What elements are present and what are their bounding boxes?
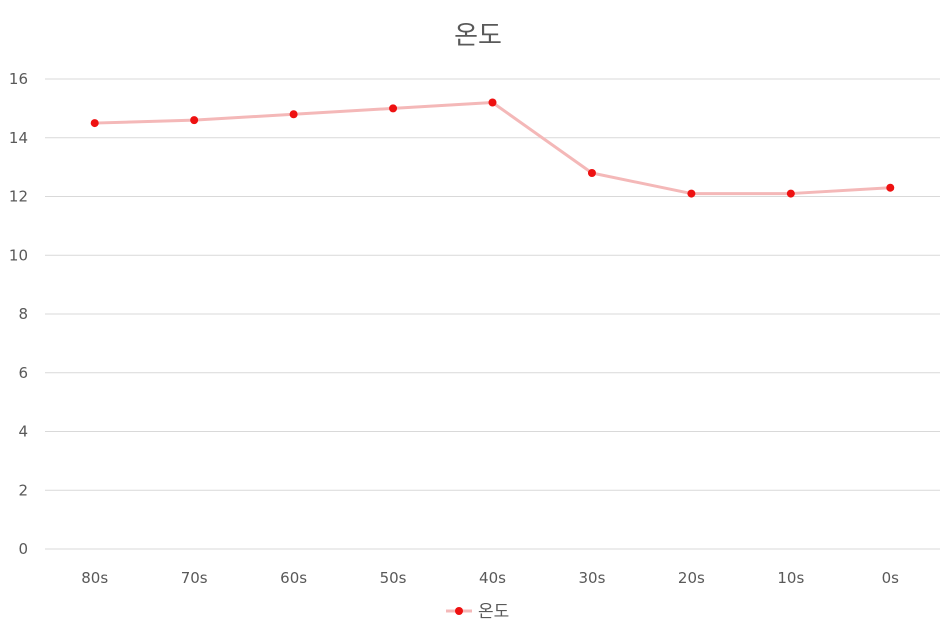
data-point	[587, 169, 596, 177]
legend-label: 온도	[478, 602, 509, 622]
x-tick-label: 80s	[81, 569, 108, 587]
data-point	[389, 104, 398, 113]
y-tick-label: 6	[18, 364, 28, 382]
data-point	[687, 189, 696, 198]
series-line	[94, 101, 891, 196]
legend-marker-swatch	[455, 607, 463, 615]
y-tick-label: 16	[9, 70, 28, 88]
series-layer	[90, 98, 895, 198]
chart-title: 온도	[454, 21, 502, 51]
x-tick-label: 40s	[479, 569, 506, 587]
y-tick-label: 14	[9, 129, 28, 147]
data-point	[886, 183, 895, 192]
y-tick-label: 4	[18, 423, 28, 441]
x-tick-label: 10s	[777, 569, 804, 587]
data-point	[786, 189, 795, 198]
x-tick-label: 50s	[380, 569, 407, 587]
gridlines	[45, 78, 940, 550]
y-tick-label: 12	[9, 188, 28, 206]
legend: 온도	[446, 602, 509, 622]
data-point	[90, 119, 99, 128]
x-tick-label: 20s	[678, 569, 705, 587]
data-point	[190, 116, 199, 125]
x-axis-ticks: 80s 70s 60s 50s 40s 30s 20s 10s 0s	[81, 569, 899, 587]
data-point	[488, 98, 497, 107]
x-tick-label: 30s	[578, 569, 605, 587]
data-point	[289, 110, 298, 119]
x-tick-label: 70s	[181, 569, 208, 587]
y-tick-label: 8	[18, 305, 28, 323]
y-axis-ticks: 0 2 4 6 8 10 12 14 16	[9, 70, 28, 558]
x-tick-label: 60s	[280, 569, 307, 587]
y-tick-label: 0	[18, 540, 28, 558]
y-tick-label: 10	[9, 246, 28, 264]
y-tick-label: 2	[18, 481, 28, 499]
x-tick-label: 0s	[882, 569, 900, 587]
